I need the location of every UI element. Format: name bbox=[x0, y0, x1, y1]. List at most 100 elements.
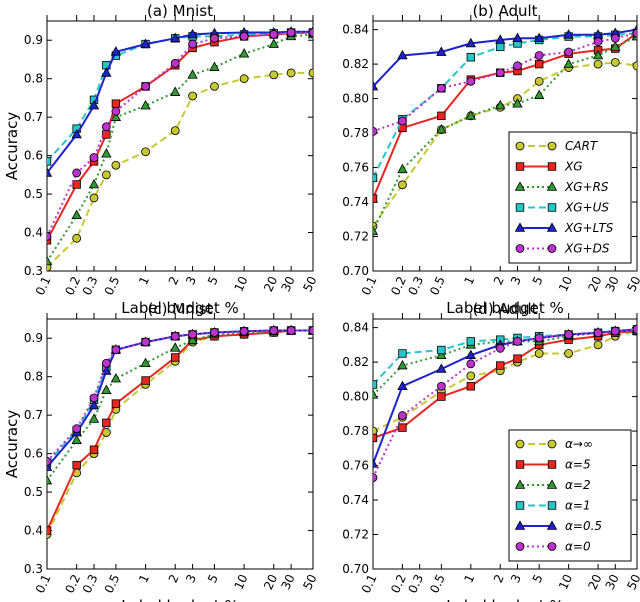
data-point bbox=[72, 168, 82, 178]
x-tick-label: 1 bbox=[136, 274, 152, 287]
y-tick-label: 0.5 bbox=[24, 187, 43, 201]
x-tick-label: 0.3 bbox=[405, 274, 426, 297]
data-point bbox=[534, 59, 544, 69]
x-tick-label: 30 bbox=[603, 572, 622, 592]
x-tick-label: 20 bbox=[261, 274, 280, 294]
y-tick-label: 0.82 bbox=[342, 57, 369, 71]
x-tick-label: 50 bbox=[300, 572, 319, 592]
data-point bbox=[238, 48, 250, 58]
data-point bbox=[47, 255, 53, 266]
data-point bbox=[610, 33, 620, 43]
data-point bbox=[47, 231, 52, 241]
data-point bbox=[632, 324, 637, 334]
legend-label: CART bbox=[565, 139, 599, 153]
data-point bbox=[373, 426, 378, 436]
data-point bbox=[71, 209, 82, 220]
legend-marker bbox=[547, 460, 557, 469]
data-point bbox=[308, 326, 313, 335]
data-point bbox=[170, 342, 181, 352]
data-point bbox=[373, 173, 378, 183]
data-point bbox=[466, 53, 476, 62]
data-point bbox=[593, 37, 603, 47]
legend-marker bbox=[515, 439, 525, 449]
data-point bbox=[632, 28, 637, 38]
legend-label: α=0.5 bbox=[565, 519, 602, 533]
data-point bbox=[466, 76, 476, 86]
y-tick-label: 0.70 bbox=[342, 264, 369, 278]
chart-d: (d) Adult 0.70 0.72 0.74 0.76 0.78 0.80 0.82 0.8… bbox=[342, 300, 640, 602]
x-tick-label: 2 bbox=[491, 274, 507, 287]
y-tick-label: 0.80 bbox=[342, 390, 369, 404]
data-point bbox=[170, 126, 180, 136]
data-point bbox=[563, 29, 574, 39]
data-point bbox=[495, 99, 506, 110]
data-point bbox=[373, 80, 379, 91]
x-tick-label: 3 bbox=[183, 572, 199, 585]
data-point bbox=[141, 147, 150, 157]
x-tick-label: 5 bbox=[530, 274, 546, 287]
data-point bbox=[239, 74, 249, 84]
data-point bbox=[308, 28, 313, 37]
legend-marker bbox=[515, 141, 525, 151]
legend-marker bbox=[547, 162, 557, 171]
data-point bbox=[239, 326, 249, 336]
data-point bbox=[373, 225, 379, 236]
data-point bbox=[101, 358, 111, 368]
data-point bbox=[110, 46, 122, 56]
data-point bbox=[495, 68, 505, 78]
data-point bbox=[398, 349, 407, 358]
data-point bbox=[466, 359, 476, 369]
data-point bbox=[170, 331, 180, 341]
x-tick-label: 20 bbox=[585, 572, 604, 592]
y-tick-label: 0.76 bbox=[342, 161, 369, 175]
data-point bbox=[534, 51, 544, 60]
legend-marker bbox=[546, 222, 558, 232]
legend-marker bbox=[515, 244, 525, 253]
y-tick-label: 0.76 bbox=[342, 459, 369, 473]
data-point bbox=[170, 58, 180, 68]
legend-marker bbox=[546, 181, 558, 191]
data-point bbox=[534, 333, 544, 343]
data-point bbox=[308, 68, 313, 78]
data-point bbox=[47, 474, 53, 485]
x-tick-label: 0.5 bbox=[427, 572, 448, 595]
legend-label: α=1 bbox=[565, 499, 591, 513]
x-tick-label: 30 bbox=[603, 274, 622, 294]
data-point bbox=[496, 361, 505, 370]
data-point bbox=[141, 81, 150, 91]
data-point bbox=[88, 399, 100, 410]
data-point bbox=[72, 180, 81, 189]
x-tick-label: 30 bbox=[279, 274, 298, 294]
legend-label: α=0 bbox=[565, 540, 591, 554]
legend-marker bbox=[514, 520, 526, 530]
series-XG+DS bbox=[373, 28, 637, 136]
data-point bbox=[72, 424, 82, 434]
data-point bbox=[373, 194, 378, 203]
x-tick-label: 0.2 bbox=[62, 274, 83, 297]
data-point bbox=[141, 337, 150, 347]
x-tick-label: 0.3 bbox=[80, 274, 101, 297]
data-point bbox=[373, 433, 378, 443]
plot-area bbox=[46, 318, 314, 570]
legend-label: XG+DS bbox=[564, 242, 610, 256]
data-point bbox=[593, 59, 603, 69]
data-point bbox=[564, 47, 574, 57]
y-axis-label: Accuracy bbox=[3, 410, 21, 479]
data-point bbox=[534, 89, 545, 99]
y-tick-label: 0.80 bbox=[342, 92, 369, 106]
data-point bbox=[187, 28, 198, 39]
legend-marker bbox=[546, 520, 558, 530]
y-tick-label: 0.74 bbox=[342, 493, 369, 507]
data-point bbox=[140, 38, 151, 48]
x-tick-label: 1 bbox=[461, 274, 477, 287]
data-point bbox=[88, 99, 100, 110]
chart-b: (b) Adult 0.70 0.72 0.74 0.76 0.78 0.80 0.82 0.8… bbox=[342, 2, 640, 317]
data-point bbox=[111, 99, 121, 108]
x-tick-label: 0.2 bbox=[62, 572, 83, 595]
x-tick-label: 0.3 bbox=[405, 572, 426, 595]
series-XG+DS bbox=[47, 28, 313, 241]
data-point bbox=[593, 328, 603, 338]
legend-marker bbox=[547, 542, 557, 551]
x-tick-label: 5 bbox=[530, 572, 546, 585]
